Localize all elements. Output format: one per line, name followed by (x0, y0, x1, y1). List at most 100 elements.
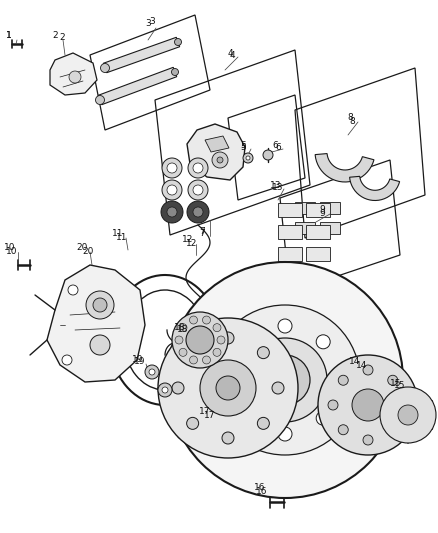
Circle shape (172, 69, 179, 76)
Text: 10: 10 (4, 244, 16, 253)
Circle shape (162, 158, 182, 178)
Text: 6: 6 (275, 143, 281, 152)
Circle shape (363, 365, 373, 375)
Circle shape (213, 349, 221, 357)
Circle shape (398, 405, 418, 425)
Text: 19: 19 (134, 358, 146, 367)
Circle shape (187, 201, 209, 223)
Circle shape (172, 382, 184, 394)
Polygon shape (320, 202, 340, 214)
Circle shape (210, 305, 360, 455)
Text: 1: 1 (6, 31, 12, 41)
Text: 3: 3 (149, 18, 155, 27)
Circle shape (352, 389, 384, 421)
Circle shape (100, 63, 110, 72)
Circle shape (158, 318, 298, 458)
Polygon shape (98, 67, 177, 104)
Text: 20: 20 (76, 244, 88, 253)
Text: 2: 2 (59, 34, 65, 43)
Circle shape (167, 163, 177, 173)
Text: 18: 18 (177, 326, 189, 335)
Text: 15: 15 (390, 378, 402, 387)
Text: 12: 12 (186, 238, 198, 247)
Circle shape (161, 201, 183, 223)
Circle shape (278, 427, 292, 441)
Polygon shape (47, 265, 145, 382)
Text: 6: 6 (272, 141, 278, 149)
Polygon shape (295, 202, 315, 214)
Polygon shape (278, 225, 302, 239)
Circle shape (190, 356, 198, 364)
Polygon shape (306, 247, 330, 261)
Circle shape (224, 373, 238, 387)
Circle shape (388, 375, 398, 385)
Circle shape (240, 335, 254, 349)
Circle shape (388, 425, 398, 435)
Polygon shape (50, 53, 97, 95)
Polygon shape (295, 222, 315, 234)
Text: 4: 4 (229, 51, 235, 60)
Text: 3: 3 (145, 20, 151, 28)
Circle shape (316, 335, 330, 349)
Circle shape (260, 355, 310, 405)
Text: 12: 12 (182, 236, 194, 245)
Text: 9: 9 (319, 208, 325, 217)
Circle shape (318, 355, 418, 455)
Text: 17: 17 (204, 410, 216, 419)
Circle shape (246, 156, 250, 160)
Circle shape (222, 432, 234, 444)
Circle shape (217, 157, 223, 163)
Circle shape (167, 207, 177, 217)
Text: 19: 19 (132, 356, 144, 365)
Circle shape (69, 71, 81, 83)
Circle shape (149, 369, 155, 375)
Circle shape (193, 163, 203, 173)
Circle shape (188, 180, 208, 200)
Circle shape (328, 400, 338, 410)
Circle shape (243, 338, 327, 422)
Circle shape (174, 38, 181, 45)
Polygon shape (306, 203, 330, 217)
Circle shape (258, 346, 269, 359)
Circle shape (188, 158, 208, 178)
Text: 9: 9 (319, 206, 325, 214)
Text: 14: 14 (356, 360, 367, 369)
Text: 7: 7 (199, 228, 205, 237)
Circle shape (162, 387, 168, 393)
Text: 11: 11 (116, 233, 128, 243)
Polygon shape (278, 203, 302, 217)
Circle shape (175, 336, 183, 344)
Circle shape (167, 185, 177, 195)
Circle shape (202, 316, 211, 324)
Circle shape (398, 400, 408, 410)
Text: 8: 8 (349, 117, 355, 126)
Polygon shape (205, 136, 229, 152)
Circle shape (363, 435, 373, 445)
Circle shape (263, 150, 273, 160)
Text: 1: 1 (6, 31, 12, 41)
Polygon shape (103, 37, 180, 72)
Polygon shape (187, 124, 245, 180)
Circle shape (162, 180, 182, 200)
Text: 2: 2 (52, 31, 58, 41)
Circle shape (202, 356, 211, 364)
Circle shape (90, 335, 110, 355)
Text: 13: 13 (270, 181, 282, 190)
Text: 8: 8 (347, 114, 353, 123)
Circle shape (93, 298, 107, 312)
Circle shape (145, 365, 159, 379)
Polygon shape (278, 247, 302, 261)
Circle shape (190, 316, 198, 324)
Circle shape (200, 360, 256, 416)
Text: 11: 11 (112, 230, 124, 238)
Circle shape (62, 355, 72, 365)
Circle shape (217, 336, 225, 344)
Polygon shape (315, 154, 374, 182)
Circle shape (380, 387, 436, 443)
Circle shape (158, 383, 172, 397)
Circle shape (222, 332, 234, 344)
Polygon shape (306, 225, 330, 239)
Polygon shape (320, 222, 340, 234)
Circle shape (213, 324, 221, 332)
Polygon shape (350, 176, 399, 200)
